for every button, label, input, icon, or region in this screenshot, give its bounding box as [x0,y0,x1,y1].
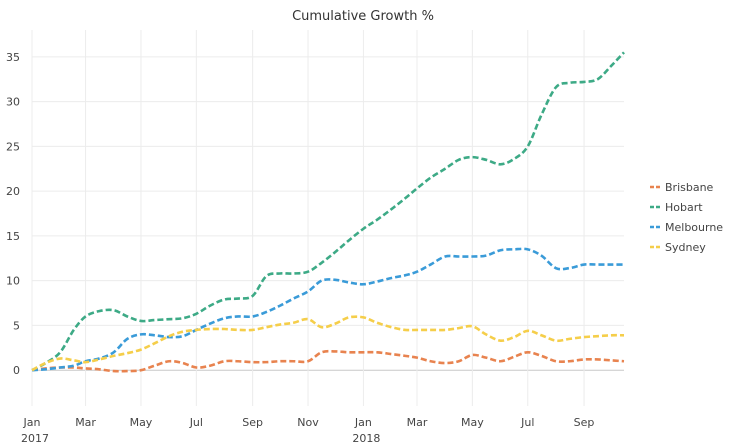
x-axis: Jan 2017 Mar May Jul Sep Nov Jan 2018 Mar May Jul Se… [21,416,594,445]
x-tick-label: Nov [297,416,319,429]
x-tick-label: Mar [75,416,96,429]
chart-title: Cumulative Growth % [292,9,434,24]
y-tick-label: 30 [6,96,20,109]
x-tick-label: Mar [407,416,428,429]
series-line-hobart [31,51,625,372]
x-tick-label: Jul [189,416,203,429]
plot-area [31,51,625,373]
series-line-melbourne [31,247,624,372]
x-tick-label: May [130,416,153,429]
x-tick-label: Jan [354,416,372,429]
legend-label-brisbane: Brisbane [665,181,714,194]
y-tick-label: 5 [13,319,20,332]
x-tick-label: May [461,416,484,429]
x-tick-year-label: 2018 [352,432,380,445]
grid [31,30,624,406]
y-tick-label: 10 [6,275,20,288]
y-tick-label: 25 [6,140,20,153]
x-tick-label: Sep [574,416,595,429]
y-tick-label: 35 [6,51,20,64]
legend: Brisbane Hobart Melbourne Sydney [650,181,723,254]
x-tick-year-label: 2017 [21,432,49,445]
y-tick-label: 15 [6,230,20,243]
x-tick-label: Jul [520,416,534,429]
legend-label-melbourne: Melbourne [665,221,723,234]
series-line-brisbane [31,349,625,373]
x-tick-label: Sep [242,416,263,429]
legend-label-sydney: Sydney [665,241,706,254]
x-tick-label: Jan [23,416,41,429]
legend-label-hobart: Hobart [665,201,703,214]
y-tick-label: 0 [13,364,20,377]
y-axis: 0 5 10 15 20 25 30 35 [6,51,20,377]
series-line-sydney [31,315,625,372]
y-tick-label: 20 [6,185,20,198]
